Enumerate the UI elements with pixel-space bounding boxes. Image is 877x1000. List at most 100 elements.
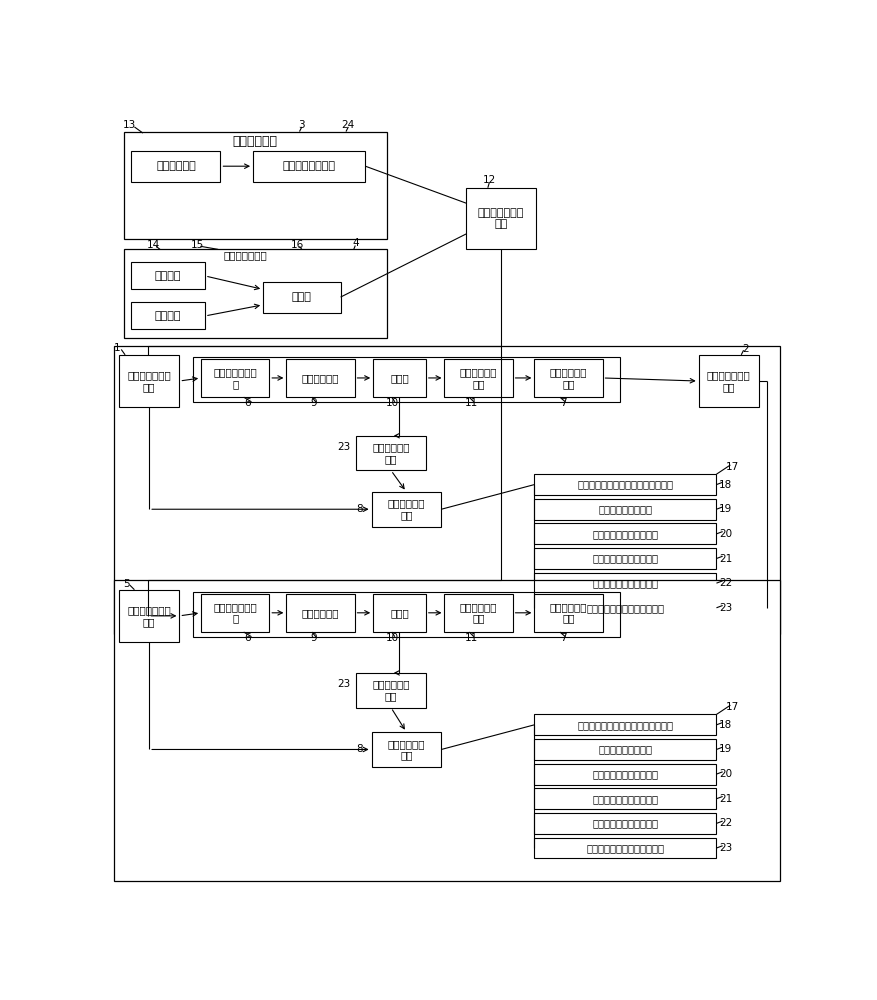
Text: 1: 1 (114, 343, 121, 353)
Bar (534, 359, 602, 397)
Text: 第四波分多路复
用器: 第四波分多路复 用器 (478, 208, 524, 229)
Text: 17: 17 (725, 702, 738, 712)
Text: 18: 18 (719, 480, 732, 490)
Bar (124, 249, 387, 338)
Bar (193, 592, 619, 637)
Text: 第二光路选择
开关: 第二光路选择 开关 (550, 602, 588, 624)
Bar (286, 359, 354, 397)
Text: 第一波分多路复
用器: 第一波分多路复 用器 (127, 370, 171, 392)
Bar (372, 492, 441, 527)
Text: 电力金具光纤温度测量传感器: 电力金具光纤温度测量传感器 (587, 603, 665, 613)
Bar (286, 594, 354, 632)
Text: 导线振动光纤测量传感器: 导线振动光纤测量传感器 (592, 554, 659, 564)
Text: 第三波分多路复
用器: 第三波分多路复 用器 (127, 605, 171, 627)
Bar (699, 355, 759, 407)
Text: 第一光路选择开
关: 第一光路选择开 关 (213, 602, 257, 624)
Text: 第二电光转换
模块: 第二电光转换 模块 (372, 442, 410, 464)
Text: 导线光纤温度测量传感器: 导线光纤温度测量传感器 (592, 578, 659, 588)
Bar (132, 262, 205, 289)
Text: 第二波分多路复
用器: 第二波分多路复 用器 (707, 370, 751, 392)
Bar (534, 523, 717, 544)
Text: 11: 11 (465, 398, 478, 408)
Text: 光纤复合绝缘子机械性能测量传感器: 光纤复合绝缘子机械性能测量传感器 (577, 480, 674, 490)
Bar (534, 597, 717, 618)
Text: 导线振动光纤测量传感器: 导线振动光纤测量传感器 (592, 794, 659, 804)
Bar (534, 788, 717, 809)
Bar (113, 580, 780, 881)
Bar (119, 590, 180, 642)
Bar (132, 302, 205, 329)
Text: 第二电光转换
模块: 第二电光转换 模块 (372, 679, 410, 701)
Text: 14: 14 (146, 240, 160, 250)
Bar (372, 732, 441, 767)
Text: 24: 24 (342, 120, 355, 130)
Text: 控制器: 控制器 (390, 373, 409, 383)
Text: 6: 6 (245, 633, 251, 643)
Text: 21: 21 (719, 794, 732, 804)
Text: 3: 3 (298, 120, 305, 130)
Bar (373, 594, 426, 632)
Text: 第二光路选择
开关: 第二光路选择 开关 (550, 367, 588, 389)
Text: 光信号解调模块: 光信号解调模块 (224, 251, 267, 261)
Text: 第三光路选择
开关: 第三光路选择 开关 (388, 739, 425, 760)
Text: 16: 16 (290, 240, 303, 250)
Bar (356, 436, 426, 470)
Text: 19: 19 (719, 744, 732, 754)
Text: 18: 18 (719, 720, 732, 730)
Bar (356, 673, 426, 708)
Text: 10: 10 (386, 398, 399, 408)
Text: 第三电光转换模块: 第三电光转换模块 (282, 161, 336, 171)
Bar (534, 499, 717, 520)
Text: 环行器: 环行器 (292, 292, 311, 302)
Text: 变电站控制器: 变电站控制器 (156, 161, 196, 171)
Text: 6: 6 (245, 398, 251, 408)
Bar (201, 594, 269, 632)
Bar (534, 474, 717, 495)
Text: 20: 20 (719, 769, 732, 779)
Text: 23: 23 (719, 843, 732, 853)
Text: 光电转换模块: 光电转换模块 (302, 608, 339, 618)
Text: 10: 10 (386, 633, 399, 643)
Text: 15: 15 (190, 240, 203, 250)
Text: 第一电光转换
模块: 第一电光转换 模块 (460, 367, 497, 389)
Text: 9: 9 (310, 398, 317, 408)
Text: 23: 23 (337, 442, 350, 452)
Bar (253, 151, 366, 182)
Bar (263, 282, 340, 312)
Bar (201, 359, 269, 397)
Text: 12: 12 (482, 175, 496, 185)
Bar (534, 573, 717, 594)
Bar (119, 355, 180, 407)
Text: 第一电光转换
模块: 第一电光转换 模块 (460, 602, 497, 624)
Bar (113, 346, 780, 634)
Text: 19: 19 (719, 504, 732, 514)
Bar (534, 764, 717, 785)
Text: 22: 22 (719, 818, 732, 828)
Text: 7: 7 (560, 398, 567, 408)
Text: 宽带光源: 宽带光源 (155, 271, 182, 281)
Text: 4: 4 (353, 238, 360, 248)
Bar (445, 594, 513, 632)
Bar (132, 151, 220, 182)
Bar (466, 188, 536, 249)
Bar (373, 359, 426, 397)
Text: 光纤倾斜角度传感器: 光纤倾斜角度传感器 (598, 744, 652, 754)
Text: 杆塔应变光纤测量传感器: 杆塔应变光纤测量传感器 (592, 769, 659, 779)
Text: 通信控制模块: 通信控制模块 (232, 135, 278, 148)
Text: 17: 17 (725, 462, 738, 472)
Text: 光电转换模块: 光电转换模块 (302, 373, 339, 383)
Text: 控制器: 控制器 (390, 608, 409, 618)
Bar (534, 548, 717, 569)
Text: 23: 23 (337, 679, 350, 689)
Bar (534, 739, 717, 760)
Text: 杆塔应变光纤测量传感器: 杆塔应变光纤测量传感器 (592, 529, 659, 539)
Text: 8: 8 (356, 744, 362, 754)
Text: 9: 9 (310, 633, 317, 643)
Text: 光纤复合绝缘子机械性能测量传感器: 光纤复合绝缘子机械性能测量传感器 (577, 720, 674, 730)
Text: 2: 2 (742, 344, 748, 354)
Text: 13: 13 (123, 120, 137, 130)
Bar (193, 357, 619, 402)
Text: 7: 7 (560, 633, 567, 643)
Text: 5: 5 (124, 579, 130, 589)
Text: 光解调仪: 光解调仪 (155, 311, 182, 321)
